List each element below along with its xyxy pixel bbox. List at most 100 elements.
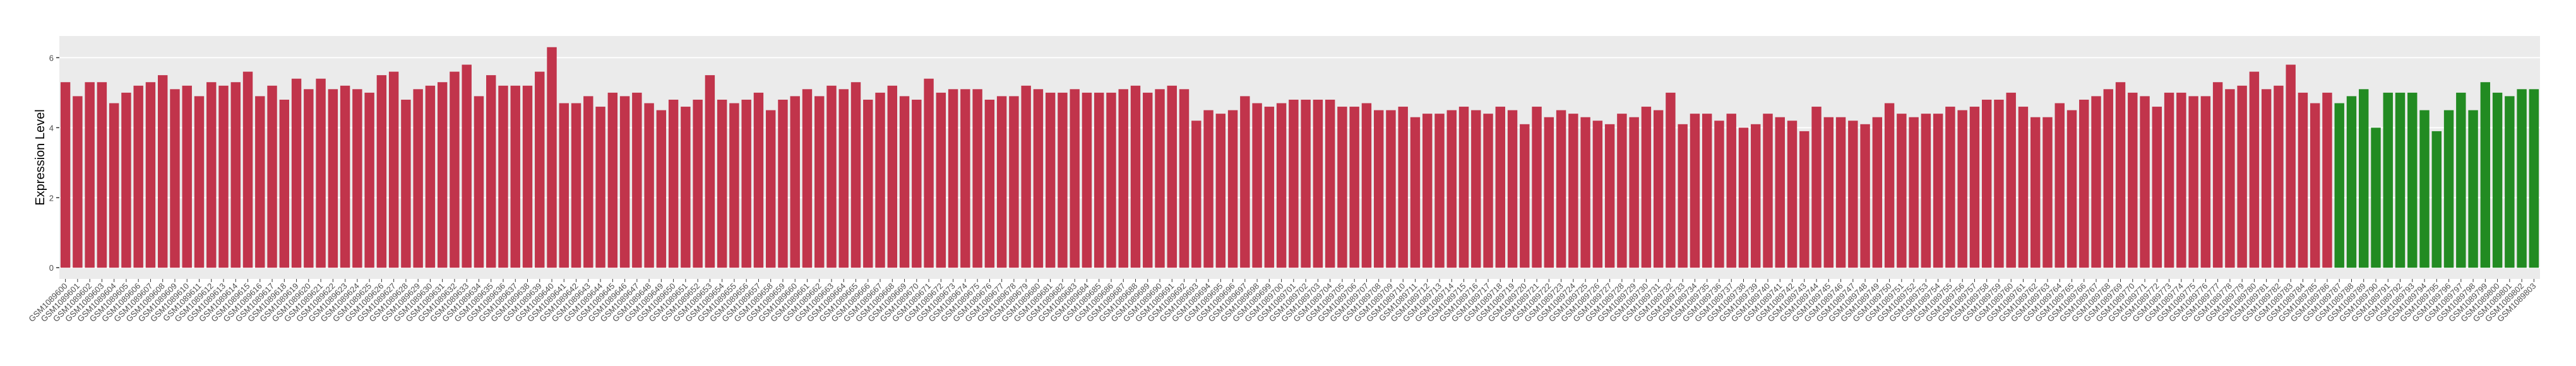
bar [2346, 96, 2357, 268]
bar [1191, 121, 1202, 268]
bar [1458, 107, 1469, 268]
bar [2164, 92, 2174, 268]
bar [1872, 117, 1883, 268]
bar [802, 89, 813, 268]
plot-panel [59, 36, 2540, 279]
bar [996, 96, 1007, 268]
bar [1666, 92, 1676, 268]
bar [340, 85, 350, 268]
bar [2200, 96, 2211, 268]
y-tick-label: 4 [49, 123, 54, 133]
bar [1714, 121, 1724, 268]
bar [668, 99, 679, 268]
y-tick-label: 0 [49, 263, 54, 273]
bar [1301, 99, 1311, 268]
bar [352, 89, 362, 268]
bar [1945, 107, 1955, 268]
bar [1118, 89, 1128, 268]
bar [1507, 110, 1518, 268]
bar [2456, 92, 2466, 268]
bar [1483, 114, 1493, 268]
bar [2091, 96, 2101, 268]
bar [1009, 96, 1019, 268]
bar [1933, 114, 1943, 268]
bar [206, 82, 217, 268]
bar [790, 96, 800, 268]
bar [2006, 92, 2016, 268]
bar [1349, 107, 1359, 268]
bar [510, 85, 520, 268]
bar [2018, 107, 2029, 268]
bar [450, 71, 460, 268]
bar [182, 85, 192, 268]
bar [2237, 85, 2247, 268]
bar [1909, 117, 1919, 268]
bar [194, 96, 205, 268]
bar [765, 110, 776, 268]
bar [595, 107, 605, 268]
bar [1167, 85, 1177, 268]
bar [644, 103, 654, 268]
bar [826, 85, 837, 268]
bar [376, 75, 387, 268]
bar [2359, 89, 2369, 268]
bar [1033, 89, 1044, 268]
bar [1848, 121, 1858, 268]
bar [1787, 121, 1798, 268]
bar [1678, 124, 1688, 268]
bar [705, 75, 715, 268]
bar [2468, 110, 2478, 268]
bar [2286, 64, 2296, 268]
bar [1702, 114, 1712, 268]
bar [814, 96, 825, 268]
bar [1252, 103, 1262, 268]
bar [656, 110, 667, 268]
bar [1264, 107, 1275, 268]
bar [2042, 117, 2053, 268]
bar [1386, 110, 1396, 268]
bar [2334, 103, 2344, 268]
bar [1969, 107, 1980, 268]
bar [887, 85, 898, 268]
bar [899, 96, 910, 268]
bar [145, 82, 156, 268]
bar [2443, 110, 2454, 268]
bar [522, 85, 533, 268]
bar [2310, 103, 2320, 268]
bar [936, 92, 946, 268]
bar [1738, 127, 1749, 268]
bar [729, 103, 739, 268]
bar [425, 85, 436, 268]
bar [2431, 131, 2442, 268]
bar [1532, 107, 1542, 268]
bar [498, 85, 508, 268]
bar [1215, 114, 1226, 268]
bar [328, 89, 338, 268]
bar [2322, 92, 2332, 268]
bar [1276, 103, 1287, 268]
bar [1058, 92, 1068, 268]
bar [984, 99, 995, 268]
bar [388, 71, 399, 268]
y-tick-label: 6 [49, 53, 54, 62]
bar [1422, 114, 1433, 268]
bar [2261, 89, 2272, 268]
bar [2188, 96, 2198, 268]
bar [291, 78, 302, 268]
bar [1155, 89, 1165, 268]
bar [413, 89, 423, 268]
bar [2395, 92, 2406, 268]
bar [863, 99, 873, 268]
bar [2480, 82, 2491, 268]
bar [2419, 110, 2430, 268]
bar [1641, 107, 1652, 268]
bar [1617, 114, 1627, 268]
bar [1981, 99, 1992, 268]
bar [960, 89, 970, 268]
bar [1921, 114, 1931, 268]
bar [2517, 89, 2527, 268]
bar [1751, 124, 1761, 268]
bar [97, 82, 107, 268]
bar [2383, 92, 2393, 268]
bar [474, 96, 484, 268]
